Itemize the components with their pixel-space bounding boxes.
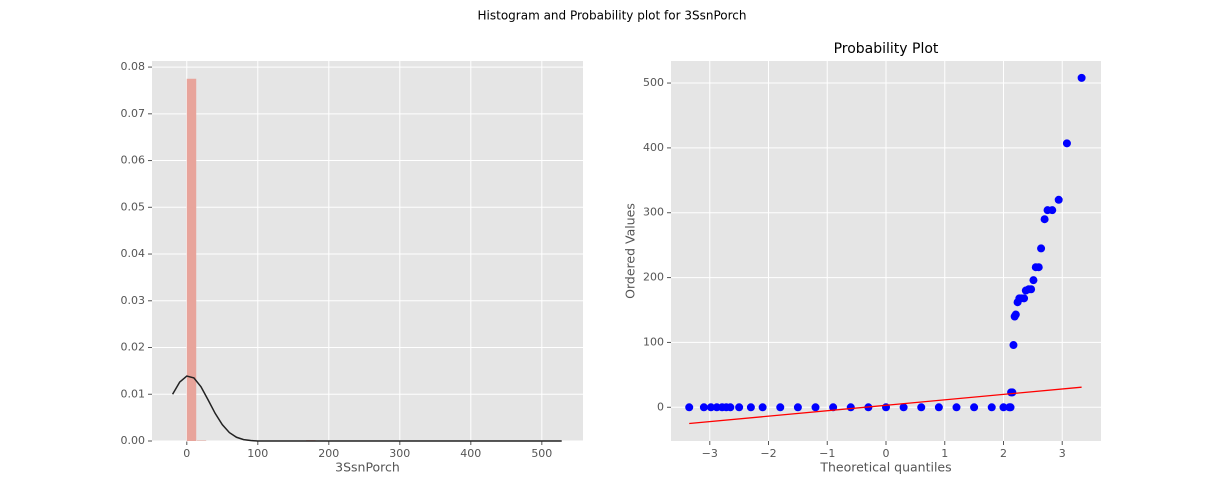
y-tick-label: 0.04 — [121, 247, 146, 260]
figure-title: Histogram and Probability plot for 3SsnP… — [478, 9, 747, 23]
y-tick-label: 100 — [643, 335, 664, 348]
x-tick-label: 300 — [389, 447, 410, 460]
point — [1029, 276, 1038, 285]
point — [987, 403, 996, 412]
point — [1048, 206, 1057, 215]
y-tick-label: 0 — [657, 400, 664, 413]
y-tick-label: 0.07 — [121, 107, 146, 120]
point — [829, 403, 838, 412]
y-tick-label: 0.03 — [121, 294, 146, 307]
point — [776, 403, 785, 412]
x-tick-label: 0 — [183, 447, 190, 460]
y-tick-label: 0.06 — [121, 154, 146, 167]
point — [685, 403, 694, 412]
point — [1020, 294, 1029, 303]
y-tick-label: 200 — [643, 271, 664, 284]
point — [999, 403, 1008, 412]
point — [706, 403, 715, 412]
x-tick-label: 500 — [531, 447, 552, 460]
y-tick-label: 0.01 — [121, 387, 146, 400]
x-tick-label: 200 — [318, 447, 339, 460]
point — [1034, 263, 1043, 272]
y-tick-label: 0.08 — [121, 60, 146, 73]
point — [726, 403, 735, 412]
point — [793, 403, 802, 412]
kde-line — [171, 375, 562, 442]
point — [1040, 215, 1049, 224]
point — [811, 403, 820, 412]
y-tick-label: 500 — [643, 76, 664, 89]
point — [1008, 388, 1017, 397]
point — [699, 403, 708, 412]
y-tick-label: 300 — [643, 206, 664, 219]
point — [1011, 310, 1020, 319]
x-axis-label: Theoretical quantiles — [819, 460, 951, 475]
y-tick-label: 400 — [643, 141, 664, 154]
x-tick-label: 400 — [460, 447, 481, 460]
point — [934, 403, 943, 412]
point — [746, 403, 755, 412]
point — [952, 403, 961, 412]
point — [899, 403, 908, 412]
fit-line — [689, 386, 1082, 425]
point — [758, 403, 767, 412]
x-tick-label: −1 — [819, 447, 835, 460]
x-tick-label: 0 — [883, 447, 890, 460]
x-tick-label: 1 — [941, 447, 948, 460]
x-tick-label: 100 — [247, 447, 268, 460]
point — [970, 403, 979, 412]
point — [917, 403, 926, 412]
x-axis-label: 3SsnPorch — [335, 460, 400, 475]
point — [1062, 139, 1071, 148]
bar — [186, 78, 197, 441]
point — [1009, 341, 1018, 350]
chart-title: Probability Plot — [834, 41, 939, 57]
y-tick-label: 0.02 — [121, 341, 146, 354]
point — [1077, 73, 1086, 82]
point — [1037, 244, 1046, 253]
x-tick-label: −2 — [760, 447, 776, 460]
x-tick-label: −3 — [702, 447, 718, 460]
y-tick-label: 0.00 — [121, 434, 146, 447]
point — [1006, 403, 1015, 412]
point — [1027, 285, 1036, 294]
point — [735, 403, 744, 412]
x-tick-label: 3 — [1059, 447, 1066, 460]
point — [1054, 195, 1063, 204]
y-tick-label: 0.05 — [121, 200, 146, 213]
x-tick-label: 2 — [1000, 447, 1007, 460]
point — [846, 403, 855, 412]
y-axis-label: Ordered Values — [623, 203, 638, 299]
plot-area — [152, 61, 583, 441]
